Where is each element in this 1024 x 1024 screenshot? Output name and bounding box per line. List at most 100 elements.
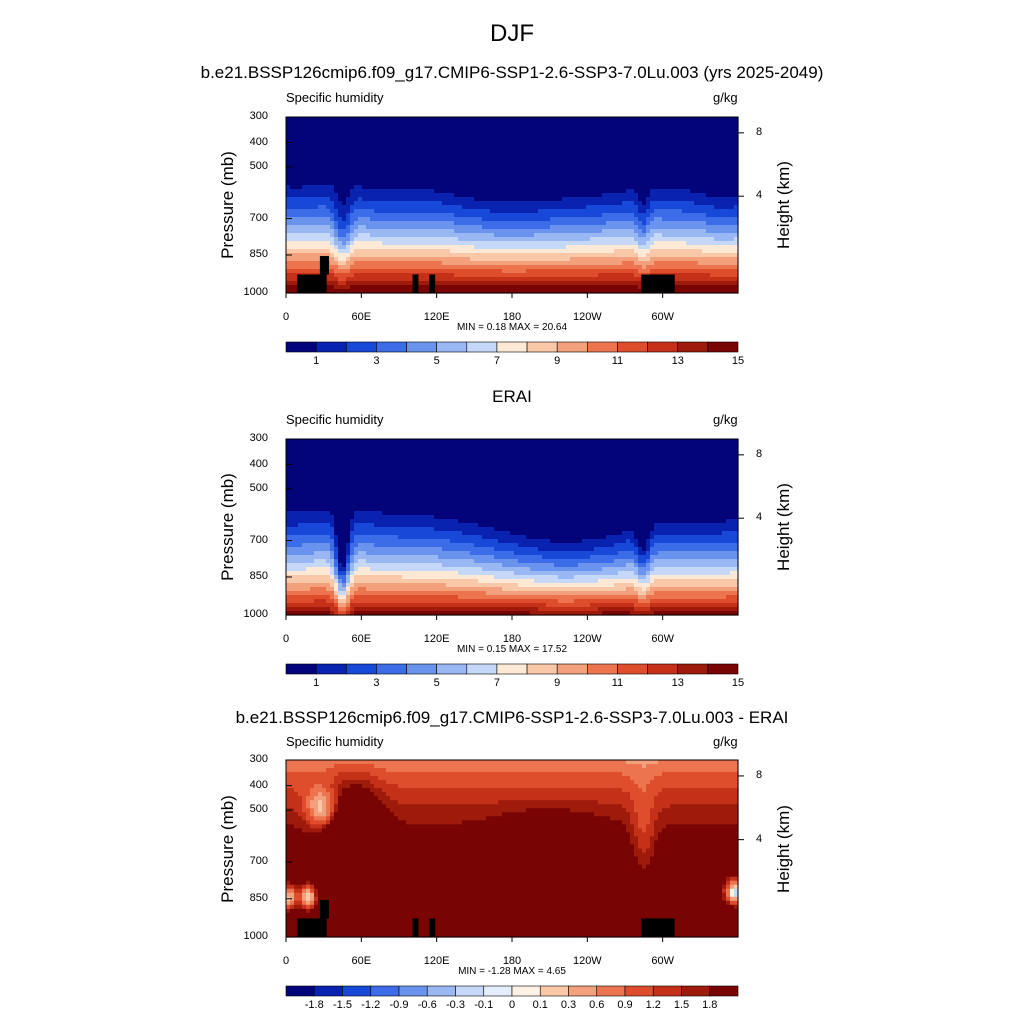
contour-cell <box>722 153 727 158</box>
contour-cell <box>474 145 479 150</box>
contour-cell <box>358 117 363 122</box>
contour-cell <box>366 281 371 286</box>
contour-cell <box>686 173 691 178</box>
contour-cell <box>462 129 467 134</box>
contour-cell <box>538 177 543 182</box>
contour-cell <box>422 173 427 178</box>
contour-cell <box>390 177 395 182</box>
contour-cell <box>638 229 643 234</box>
contour-cell <box>394 117 399 122</box>
contour-cell <box>454 241 459 246</box>
contour-cell <box>406 185 411 190</box>
contour-cell <box>674 245 679 250</box>
contour-cell <box>442 193 447 198</box>
contour-cell <box>522 233 527 238</box>
contour-cell <box>466 193 471 198</box>
contour-cell <box>398 133 403 138</box>
contour-cell <box>662 125 667 130</box>
contour-cell <box>406 165 411 170</box>
contour-cell <box>702 129 707 134</box>
contour-cell <box>538 221 543 226</box>
contour-cell <box>726 197 731 202</box>
contour-cell <box>518 133 523 138</box>
contour-cell <box>430 209 435 214</box>
contour-cell <box>310 249 315 254</box>
contour-cell <box>602 137 607 142</box>
contour-cell <box>378 145 383 150</box>
contour-cell <box>458 185 463 190</box>
contour-cell <box>582 249 587 254</box>
contour-cell <box>434 173 439 178</box>
contour-cell <box>290 249 295 254</box>
contour-cell <box>406 197 411 202</box>
contour-cell <box>314 177 319 182</box>
contour-cell <box>710 137 715 142</box>
contour-cell <box>730 137 735 142</box>
contour-cell <box>286 233 291 238</box>
contour-cell <box>318 189 323 194</box>
contour-cell <box>322 185 327 190</box>
contour-cell <box>574 269 579 274</box>
contour-cell <box>526 209 531 214</box>
contour-cell <box>618 245 623 250</box>
contour-cell <box>570 133 575 138</box>
contour-cell <box>726 225 731 230</box>
contour-cell <box>670 245 675 250</box>
contour-cell <box>430 133 435 138</box>
contour-cell <box>494 129 499 134</box>
contour-cell <box>474 253 479 258</box>
contour-cell <box>390 181 395 186</box>
contour-cell <box>454 249 459 254</box>
contour-cell <box>638 181 643 186</box>
contour-cell <box>514 157 519 162</box>
contour-cell <box>294 133 299 138</box>
contour-cell <box>302 117 307 122</box>
contour-cell <box>290 261 295 266</box>
contour-cell <box>674 141 679 146</box>
contour-cell <box>438 229 443 234</box>
contour-cell <box>462 277 467 282</box>
contour-cell <box>630 165 635 170</box>
contour-cell <box>410 181 415 186</box>
contour-cell <box>382 217 387 222</box>
contour-cell <box>518 189 523 194</box>
contour-cell <box>554 201 559 206</box>
contour-cell <box>614 285 619 290</box>
contour-cell <box>634 173 639 178</box>
contour-cell <box>714 265 719 270</box>
contour-cell <box>306 233 311 238</box>
contour-cell <box>586 237 591 242</box>
contour-cell <box>458 197 463 202</box>
contour-cell <box>450 261 455 266</box>
contour-cell <box>330 193 335 198</box>
contour-cell <box>514 181 519 186</box>
contour-cell <box>486 213 491 218</box>
contour-cell <box>690 237 695 242</box>
contour-cell <box>330 289 335 294</box>
contour-cell <box>414 221 419 226</box>
contour-cell <box>398 225 403 230</box>
contour-cell <box>346 121 351 126</box>
contour-cell <box>650 125 655 130</box>
contour-cell <box>346 273 351 278</box>
contour-cell <box>734 289 739 294</box>
contour-cell <box>494 269 499 274</box>
contour-cell <box>498 281 503 286</box>
contour-cell <box>646 213 651 218</box>
contour-cell <box>618 133 623 138</box>
contour-cell <box>526 117 531 122</box>
contour-cell <box>470 233 475 238</box>
contour-cell <box>410 137 415 142</box>
contour-cell <box>518 145 523 150</box>
contour-cell <box>410 237 415 242</box>
contour-cell <box>562 213 567 218</box>
contour-cell <box>538 161 543 166</box>
contour-cell <box>346 177 351 182</box>
contour-cell <box>634 169 639 174</box>
contour-cell <box>486 261 491 266</box>
contour-cell <box>330 185 335 190</box>
contour-cell <box>422 277 427 282</box>
contour-cell <box>326 161 331 166</box>
contour-cell <box>626 157 631 162</box>
contour-cell <box>398 201 403 206</box>
